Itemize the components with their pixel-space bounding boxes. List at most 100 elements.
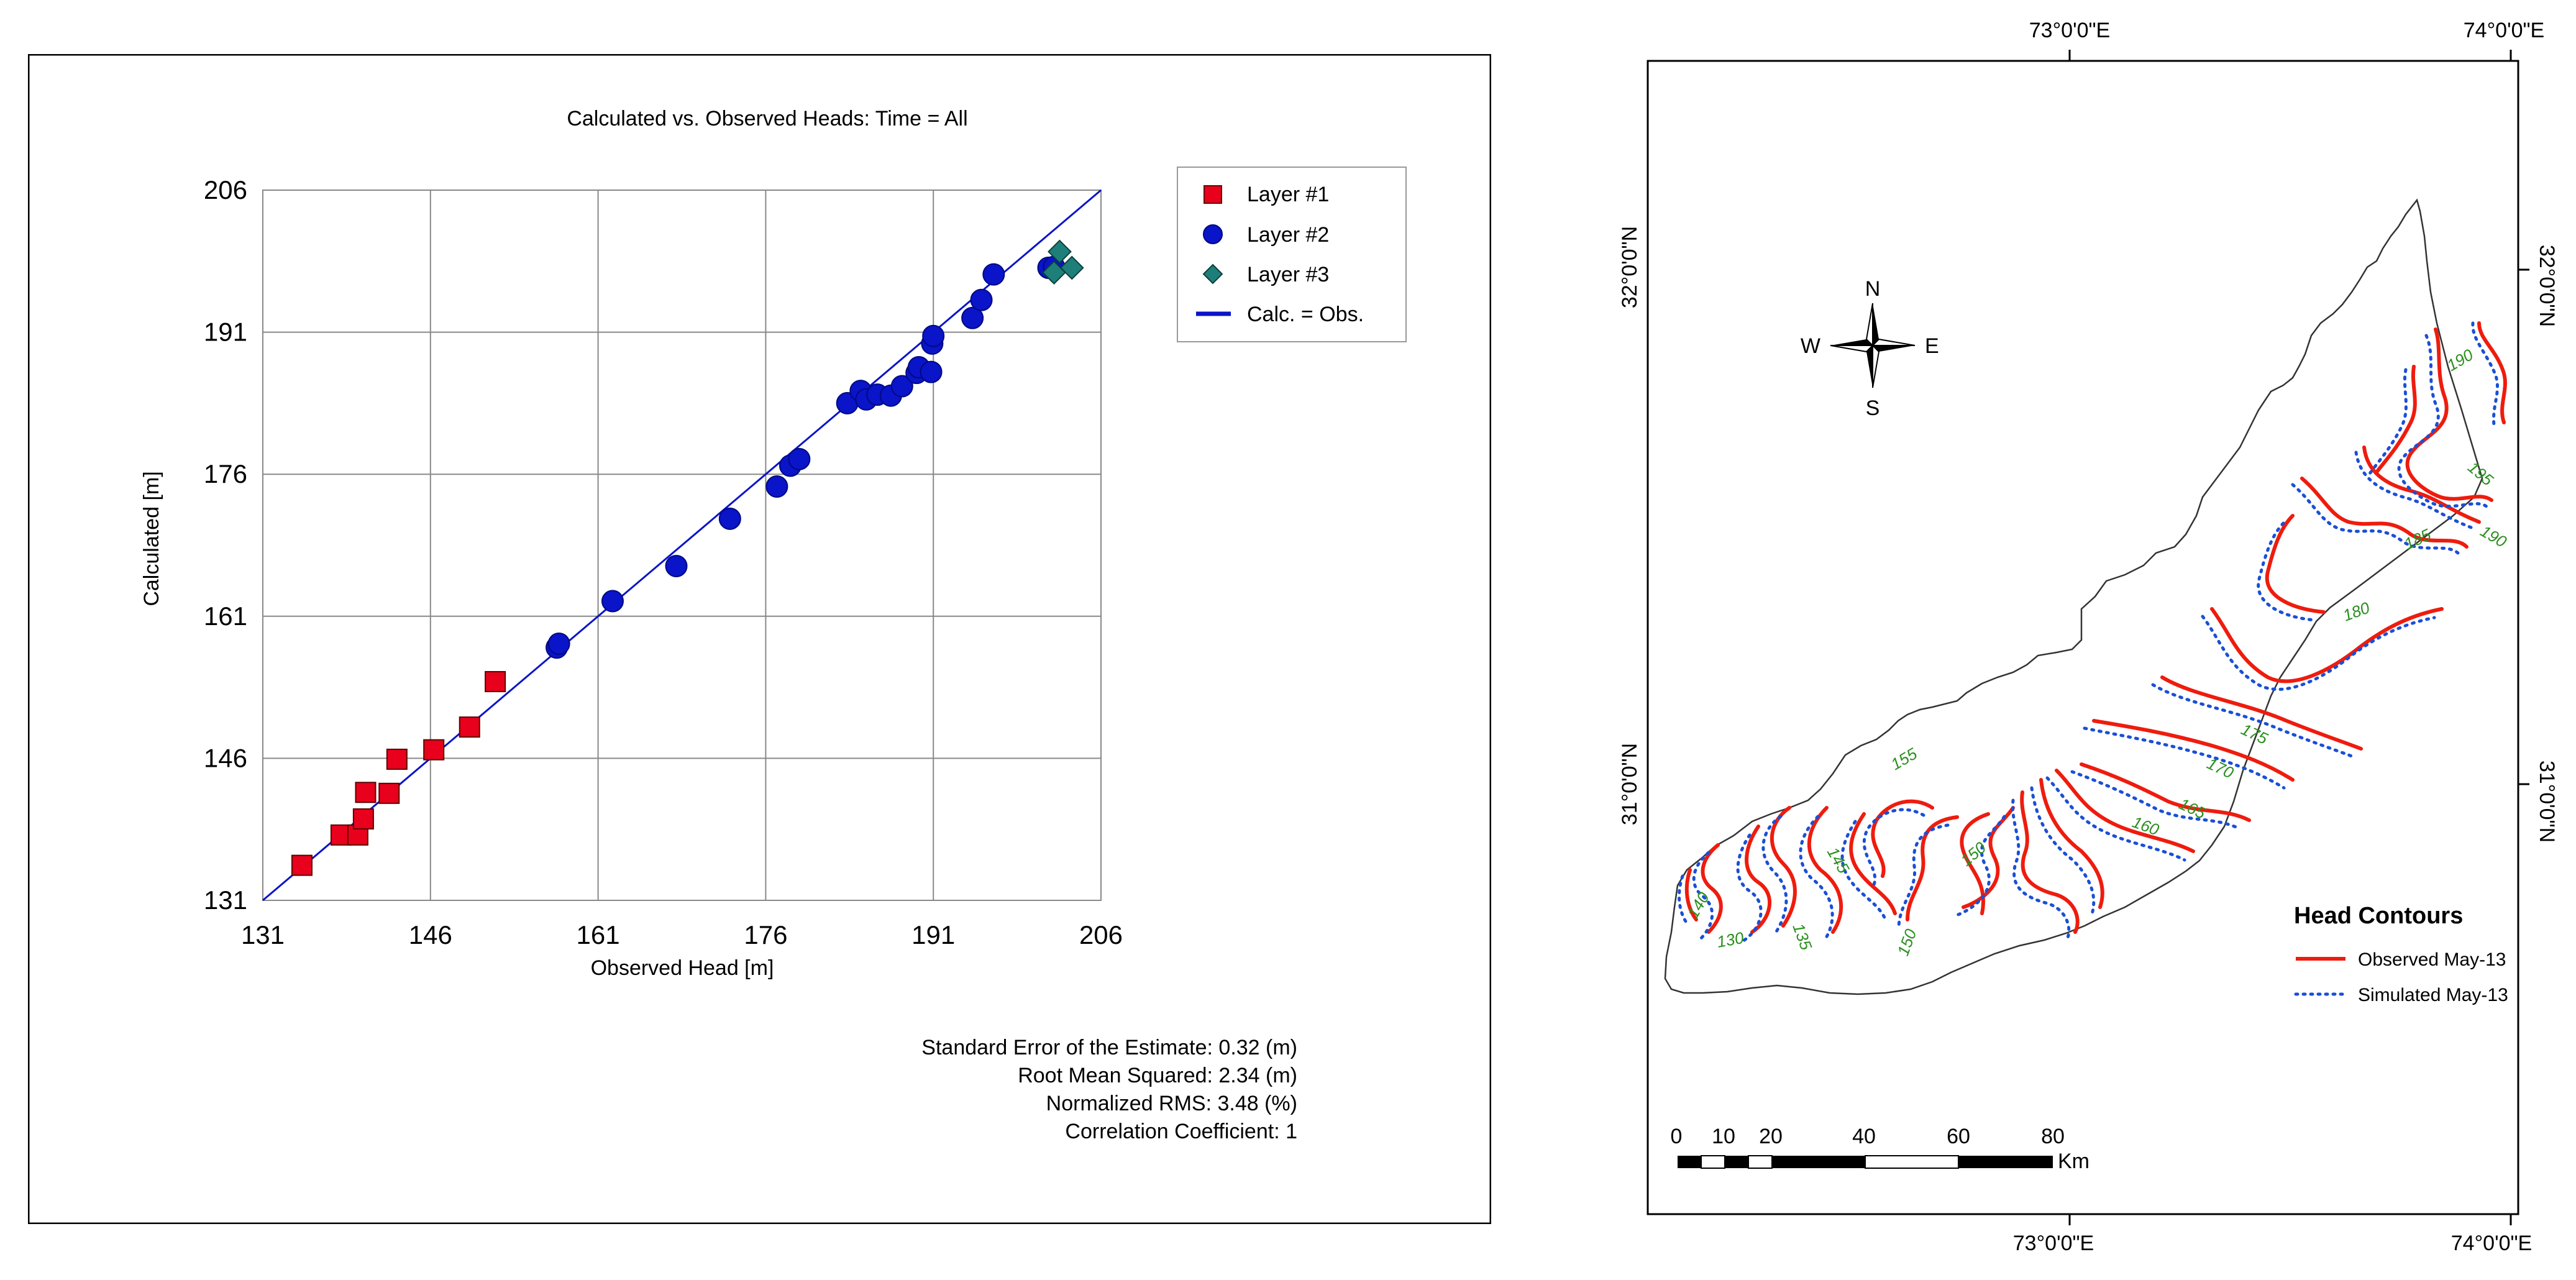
simulated-contour [1862, 808, 1925, 887]
chart-legend: Layer #1 Layer #2 Layer #3 Calc. = Obs. [1177, 167, 1407, 342]
scale-label: 40 [1852, 1125, 1876, 1148]
simulated-contour [2367, 368, 2408, 477]
scale-unit: Km [2058, 1150, 2090, 1173]
compass-e: E [1925, 334, 1939, 358]
observed-contour [2092, 719, 2295, 782]
simulated-contours [1678, 321, 2499, 943]
observed-contour [2405, 327, 2493, 502]
layer-1-point [355, 782, 377, 803]
layer-2-point [920, 360, 943, 383]
layer-2-point [547, 632, 570, 655]
scale-label: 0 [1671, 1125, 1683, 1148]
observed-contour [2055, 769, 2195, 853]
x-tick-label: 176 [744, 920, 787, 949]
lat-label-right-31: 31°0'0"N [2535, 761, 2559, 843]
legend-layer-1: Layer #1 [1247, 183, 1329, 206]
compass-w: W [1801, 334, 1820, 358]
identity-line [262, 189, 1102, 902]
simulated-contour [1799, 815, 1834, 943]
data-points [291, 239, 1084, 876]
scale-label: 20 [1759, 1125, 1783, 1148]
legend-square-marker [1204, 185, 1222, 204]
observed-contour [2265, 514, 2326, 614]
layer-2-point [788, 447, 811, 470]
layer-3-point [1048, 239, 1072, 264]
stat-normalized-rms: Normalized RMS: 3.48 (%) [1046, 1092, 1297, 1115]
x-tick-label: 161 [577, 920, 620, 949]
simulated-contour [2471, 321, 2499, 431]
observed-contour [2080, 762, 2251, 822]
x-tick-label: 146 [409, 920, 452, 949]
observed-contour [2039, 778, 2104, 909]
simulated-contour [2045, 776, 2186, 862]
observed-contour [2375, 365, 2417, 474]
x-axis-label: Observed Head [m] [591, 956, 774, 980]
simulated-contour [2291, 483, 2461, 556]
layer-1-point [485, 670, 506, 692]
observed-contour [2160, 675, 2363, 751]
scale-label: 80 [2041, 1125, 2065, 1148]
simulated-contour [2083, 726, 2286, 790]
stat-correlation: Correlation Coefficient: 1 [1065, 1120, 1297, 1143]
lat-label-left-31: 31°0'0"N [1618, 743, 1642, 825]
scale-label: 10 [1712, 1125, 1735, 1148]
layer-1-point [386, 748, 408, 770]
scale-bar: 0 10 20 40 60 80 Km [1671, 1125, 2090, 1173]
observed-contour [2210, 607, 2444, 683]
calc-equals-obs-line [262, 189, 1102, 902]
lon-label-bottom-74: 74°0'0"E [2451, 1232, 2532, 1255]
y-tick-label: 191 [204, 318, 247, 347]
simulated-contour [2201, 615, 2436, 691]
lon-label-top-73: 73°0'0"E [2029, 19, 2110, 42]
observed-contour [1906, 815, 1959, 921]
layer-2-point [890, 375, 913, 398]
map-legend: Head Contours Observed May-13 Simulated … [2294, 903, 2508, 1005]
layer-2-point [970, 288, 993, 311]
observed-contour [2300, 477, 2469, 549]
layer-2-point [922, 324, 945, 347]
legend-simulated: Simulated May-13 [2358, 985, 2508, 1005]
observed-contour [2362, 446, 2481, 524]
layer-2-point [765, 475, 788, 498]
lat-label-left-32: 32°0'0"N [1618, 226, 1642, 308]
simulated-contour [2354, 450, 2475, 530]
layer-2-point [961, 306, 984, 329]
lon-label-top-74: 74°0'0"E [2464, 19, 2544, 42]
observed-contour [2020, 790, 2080, 934]
observed-contour [1960, 812, 1990, 915]
x-tick-label: 206 [1079, 920, 1123, 949]
stat-rms: Root Mean Squared: 2.34 (m) [1018, 1064, 1297, 1087]
simulated-contour [1953, 815, 2006, 918]
lat-label-right-32: 32°0'0"N [2535, 245, 2559, 327]
layer-1-point [291, 854, 313, 876]
simulated-contour [2397, 334, 2490, 510]
compass-n: N [1865, 277, 1881, 301]
compass-s: S [1866, 396, 1880, 420]
x-tick-label: 191 [911, 920, 955, 949]
legend-observed: Observed May-13 [2358, 949, 2506, 970]
y-tick-label: 176 [204, 459, 247, 488]
simulated-contour [1761, 815, 1788, 936]
observed-contour [1807, 806, 1843, 934]
observed-contour [1745, 825, 1771, 934]
scatter-chart: Calculated vs. Observed Heads: Time = Al… [28, 54, 1491, 1224]
legend-calc-obs: Calc. = Obs. [1247, 303, 1364, 326]
layer-1-point [459, 716, 480, 738]
layer-2-point [665, 555, 688, 578]
axis-ticks: 131 131 146 146 161 161 176 176 191 191 206 206 [204, 175, 1123, 949]
observed-contour [1684, 868, 1698, 921]
observed-contour [1770, 806, 1797, 928]
x-tick-label: 131 [241, 920, 285, 949]
simulated-contour [2011, 798, 2071, 943]
simulated-contour [2257, 521, 2317, 622]
layer-1-point [378, 782, 400, 804]
legend-layer-3: Layer #3 [1247, 263, 1329, 286]
y-tick-label: 131 [204, 885, 247, 915]
legend-diamond-marker [1202, 263, 1223, 285]
simulated-contour [1692, 851, 1714, 941]
legend-circle-marker [1203, 224, 1223, 244]
lon-label-bottom-73: 73°0'0"E [2013, 1232, 2094, 1255]
y-axis-label: Calculated [m] [140, 471, 163, 606]
simulated-contour [1897, 823, 1950, 930]
observed-contours [1684, 321, 2507, 934]
